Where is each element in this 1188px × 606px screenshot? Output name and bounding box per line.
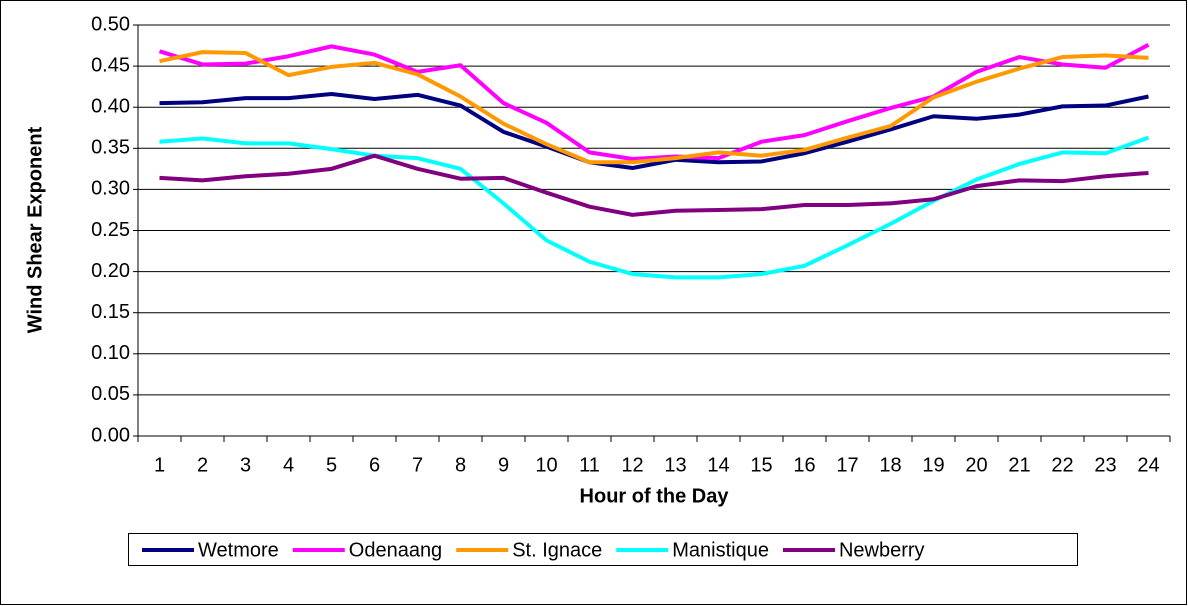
x-tick-label: 16: [793, 454, 815, 476]
x-tick-label: 1: [154, 454, 165, 476]
x-tick-label: 4: [283, 454, 294, 476]
y-tick-label: 0.50: [91, 13, 130, 35]
x-tick-label: 23: [1094, 454, 1116, 476]
y-axis-label: Wind Shear Exponent: [24, 126, 46, 333]
y-tick-label: 0.20: [91, 260, 130, 282]
y-tick-label: 0.00: [91, 424, 130, 446]
legend-label: Wetmore: [198, 539, 279, 561]
series-line: [159, 92, 1149, 171]
y-tick-label: 0.40: [91, 95, 130, 117]
x-tick-label: 10: [535, 454, 557, 476]
x-tick-label: 14: [707, 454, 729, 476]
x-tick-label: 22: [1051, 454, 1073, 476]
x-tick-label: 20: [965, 454, 987, 476]
x-tick-label: 12: [621, 454, 643, 476]
x-tick-label: 7: [412, 454, 423, 476]
x-axis-label: Hour of the Day: [580, 485, 730, 507]
x-tick-label: 3: [240, 454, 251, 476]
series-line: [159, 50, 1149, 165]
y-tick-label: 0.35: [91, 137, 130, 159]
x-tick-label: 18: [879, 454, 901, 476]
x-tick-label: 15: [750, 454, 772, 476]
series-line: [158, 42, 1150, 161]
y-tick-label: 0.30: [91, 178, 130, 200]
legend-label: St. Ignace: [512, 539, 602, 561]
y-tick-label: 0.10: [91, 342, 130, 364]
series-line: [159, 153, 1149, 217]
y-tick-label: 0.05: [91, 383, 130, 405]
y-tick-label: 0.25: [91, 219, 130, 241]
series-line: [159, 135, 1150, 280]
y-tick-label: 0.15: [91, 301, 130, 323]
x-tick-label: 17: [836, 454, 858, 476]
legend-box: [128, 533, 1078, 566]
x-tick-label: 21: [1008, 454, 1030, 476]
x-tick-label: 11: [579, 454, 600, 476]
x-tick-label: 19: [922, 454, 944, 476]
x-tick-label: 24: [1137, 454, 1159, 476]
y-tick-label: 0.45: [91, 54, 130, 76]
legend-label: Newberry: [839, 539, 925, 561]
x-tick-label: 6: [369, 454, 380, 476]
legend-label: Odenaang: [349, 539, 442, 561]
x-tick-label: 13: [664, 454, 686, 476]
x-tick-label: 2: [197, 454, 208, 476]
x-tick-label: 8: [455, 454, 466, 476]
legend-label: Manistique: [672, 539, 769, 561]
x-tick-label: 9: [498, 454, 509, 476]
x-tick-label: 5: [326, 454, 337, 476]
